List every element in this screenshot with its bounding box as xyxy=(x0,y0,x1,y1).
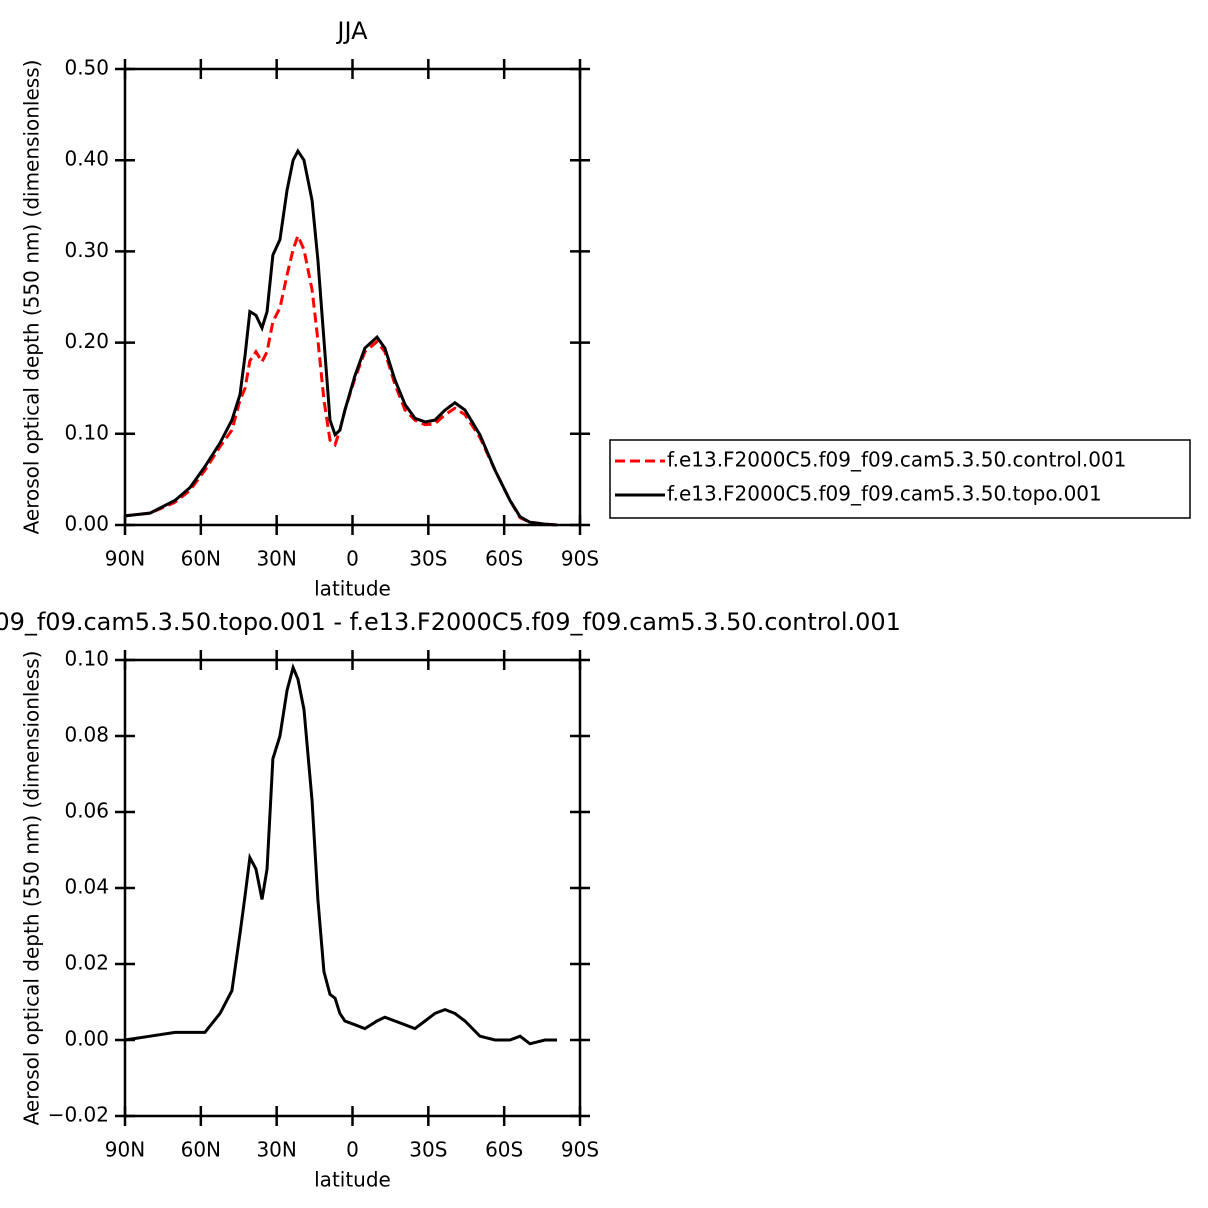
plot-frame xyxy=(123,658,582,1118)
y-tick-label: 0.20 xyxy=(64,329,109,353)
y-axis-label: Aerosol optical depth (550 nm) (dimensio… xyxy=(20,60,44,535)
legend-label: f.e13.F2000C5.f09_f09.cam5.3.50.topo.001 xyxy=(667,482,1102,506)
y-tick-label: −0.02 xyxy=(48,1103,109,1127)
x-tick-label: 30N xyxy=(256,547,296,571)
y-tick-label: 0.10 xyxy=(64,647,109,671)
y-tick-label: 0.50 xyxy=(64,56,109,80)
data-line xyxy=(124,662,557,1046)
x-tick-label: 30N xyxy=(256,1138,296,1162)
x-axis-label: latitude xyxy=(314,577,391,601)
y-tick-label: 0.00 xyxy=(64,1027,109,1051)
x-tick-label: 90N xyxy=(105,1138,145,1162)
y-tick-label: 0.04 xyxy=(64,875,109,899)
data-line xyxy=(124,148,558,527)
x-tick-label: 90S xyxy=(561,1138,599,1162)
x-tick-label: 60N xyxy=(181,547,221,571)
y-tick-label: 0.06 xyxy=(64,799,109,823)
x-axis-label: latitude xyxy=(314,1168,391,1192)
x-tick-label: 60N xyxy=(181,1138,221,1162)
y-tick-label: 0.00 xyxy=(64,512,109,536)
legend-label: f.e13.F2000C5.f09_f09.cam5.3.50.control.… xyxy=(667,448,1126,472)
chart-title: f.e13.F2000C5.f09_f09.cam5.3.50.topo.001… xyxy=(0,608,901,636)
y-tick-label: 0.02 xyxy=(64,951,109,975)
x-tick-label: 30S xyxy=(409,1138,447,1162)
x-tick-label: 0 xyxy=(346,547,359,571)
y-axis-label: Aerosol optical depth (550 nm) (dimensio… xyxy=(20,651,44,1126)
x-tick-label: 60S xyxy=(485,547,523,571)
y-tick-label: 0.10 xyxy=(64,420,109,444)
legend: f.e13.F2000C5.f09_f09.cam5.3.50.control.… xyxy=(609,439,1191,519)
y-tick-label: 0.08 xyxy=(64,723,109,747)
x-tick-label: 90N xyxy=(105,547,145,571)
x-tick-label: 90S xyxy=(561,547,599,571)
data-line xyxy=(124,231,558,527)
y-tick-label: 0.30 xyxy=(64,238,109,262)
legend-frame xyxy=(609,439,1191,519)
plot-frame xyxy=(123,67,582,527)
chart-title: JJA xyxy=(335,17,368,45)
x-tick-label: 60S xyxy=(485,1138,523,1162)
x-tick-label: 0 xyxy=(346,1138,359,1162)
y-tick-label: 0.40 xyxy=(64,147,109,171)
x-tick-label: 30S xyxy=(409,547,447,571)
